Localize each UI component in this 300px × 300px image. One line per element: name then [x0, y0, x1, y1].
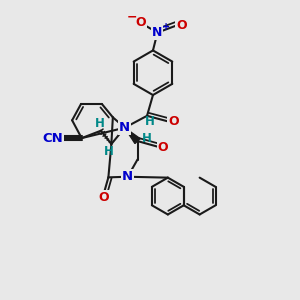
Text: H: H	[145, 115, 155, 128]
Text: O: O	[158, 140, 168, 154]
Text: N: N	[122, 170, 133, 183]
Text: H: H	[142, 132, 152, 145]
Polygon shape	[125, 128, 140, 143]
Text: H: H	[94, 117, 104, 130]
Text: +: +	[162, 22, 170, 32]
Text: O: O	[135, 16, 146, 29]
Text: O: O	[99, 191, 109, 204]
Text: N: N	[119, 121, 130, 134]
Text: −: −	[126, 10, 137, 23]
Text: O: O	[176, 19, 187, 32]
Text: O: O	[168, 115, 179, 128]
Text: CN: CN	[42, 132, 63, 145]
Text: H: H	[103, 145, 113, 158]
Text: N: N	[152, 26, 163, 39]
